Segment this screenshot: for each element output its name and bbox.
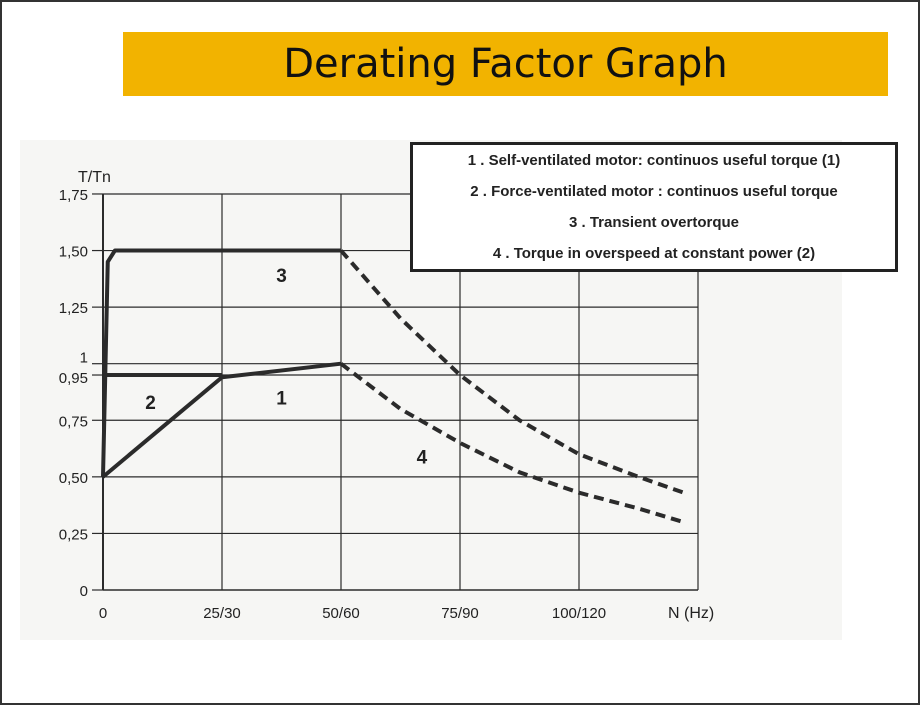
legend-item-4: 4 . Torque in overspeed at constant powe… <box>492 245 816 262</box>
chart-legend: 1 . Self-ventilated motor: continuos use… <box>410 142 898 272</box>
curve-label-4: 4 <box>417 447 428 468</box>
legend-item-2: 2 . Force-ventilated motor : continuos u… <box>470 183 838 200</box>
curve-label-3: 3 <box>276 266 287 287</box>
series-3-line <box>339 249 685 495</box>
x-tick-label: 50/60 <box>322 605 360 622</box>
legend-item-3: 3 . Transient overtorque <box>568 214 740 231</box>
y-tick-label: 0,50 <box>59 470 88 487</box>
x-tick-label: 100/120 <box>552 605 606 622</box>
y-axis-label: T/Tn <box>78 169 111 186</box>
y-tick-label: 1 <box>80 350 88 367</box>
x-tick-label: 0 <box>99 605 107 622</box>
page-title: Derating Factor Graph <box>283 41 728 87</box>
curve-label-2: 2 <box>145 393 156 414</box>
y-tick-label: 1,75 <box>59 187 88 204</box>
title-banner: Derating Factor Graph <box>123 32 888 96</box>
x-tick-label: 75/90 <box>441 605 479 622</box>
legend-item-1: 1 . Self-ventilated motor: continuos use… <box>467 152 841 169</box>
x-tick-label: 25/30 <box>203 605 241 622</box>
y-tick-label: 0,25 <box>59 526 88 543</box>
y-tick-label: 1,25 <box>59 300 88 317</box>
curve-label-1: 1 <box>276 388 287 409</box>
y-tick-label: 0,75 <box>59 413 88 430</box>
series-2-line <box>101 375 224 479</box>
series-4-line <box>339 362 685 525</box>
y-tick-label: 0 <box>80 583 88 600</box>
y-tick-label: 1,50 <box>59 244 88 261</box>
x-axis-label: N (Hz) <box>668 605 714 622</box>
series-1-line <box>221 361 342 380</box>
series-3-line <box>101 248 341 477</box>
y-tick-label: 0,95 <box>59 370 88 387</box>
